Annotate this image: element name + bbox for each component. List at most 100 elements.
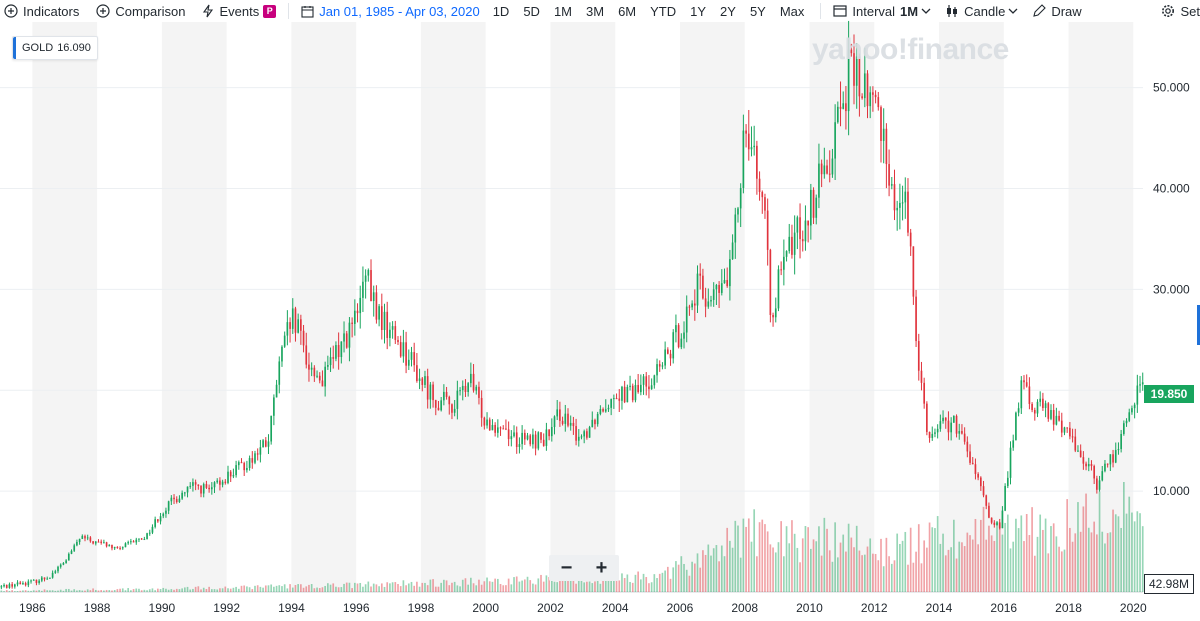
comparison-button[interactable]: Comparison <box>96 4 185 19</box>
range-max[interactable]: Max <box>779 3 805 19</box>
range-ytd[interactable]: YTD <box>650 3 677 19</box>
volume-bar <box>92 588 94 592</box>
candle-body <box>907 191 909 233</box>
volume-bar <box>1039 514 1042 592</box>
symbol-legend[interactable]: GOLD 16.090 <box>12 36 98 60</box>
candle-body <box>1074 436 1077 451</box>
interval-button[interactable]: Interval 1M <box>833 4 931 19</box>
range-6m[interactable]: 6M <box>618 3 637 19</box>
candle-body <box>305 345 308 365</box>
candle-body <box>712 289 715 300</box>
candle-body <box>1031 403 1033 411</box>
x-tick-label: 1990 <box>149 601 176 615</box>
candle-body <box>432 384 434 401</box>
volume-bar <box>1006 514 1009 592</box>
scroll-handle[interactable] <box>1197 305 1200 345</box>
candle-body <box>318 375 321 381</box>
candle-body <box>54 571 57 573</box>
candle-body <box>448 396 451 405</box>
candle-body <box>130 541 132 543</box>
candle-body <box>194 482 197 485</box>
candle-body <box>1012 440 1015 448</box>
volume-bar <box>823 517 826 592</box>
volume-bar <box>950 547 952 592</box>
range-5d[interactable]: 5D <box>523 3 540 19</box>
volume-bar <box>73 589 76 592</box>
volume-bar <box>294 585 297 592</box>
candle-body <box>788 236 791 252</box>
candle-body <box>1023 380 1025 383</box>
volume-bar <box>1082 506 1085 592</box>
candle-body <box>278 361 281 385</box>
range-2y[interactable]: 2Y <box>720 3 736 19</box>
candle-body <box>1004 485 1006 511</box>
candle-body <box>569 422 572 426</box>
volume-bar <box>480 584 483 592</box>
candle-body <box>1063 427 1066 433</box>
candle-body <box>111 544 113 549</box>
candle-body <box>550 427 553 437</box>
candle-body <box>688 306 691 308</box>
candle-body <box>791 236 793 255</box>
range-1d[interactable]: 1D <box>492 3 510 19</box>
candle-body <box>251 458 254 463</box>
chart-type-button[interactable]: Candle <box>945 4 1018 19</box>
volume-bar <box>761 519 764 592</box>
volume-bar <box>888 556 890 592</box>
volume-bar <box>545 575 548 592</box>
candle-body <box>165 510 167 514</box>
candle-body <box>219 480 221 485</box>
zoom-out-button[interactable]: − <box>560 556 573 579</box>
range-1m[interactable]: 1M <box>553 3 572 19</box>
zoom-in-button[interactable]: + <box>595 556 608 579</box>
volume-bar <box>192 588 194 592</box>
volume-bar <box>637 571 639 592</box>
volume-bar <box>103 590 105 592</box>
x-tick-label: 2000 <box>472 601 499 615</box>
volume-bar <box>550 574 553 592</box>
candle-body <box>799 217 801 240</box>
range-5y[interactable]: 5Y <box>749 3 766 19</box>
volume-bar <box>766 531 769 592</box>
candle-body <box>1141 382 1144 385</box>
candle-body <box>232 475 235 477</box>
candle-body <box>739 188 742 209</box>
candle-icon <box>947 5 958 17</box>
settings-button[interactable]: Set <box>1161 4 1200 19</box>
volume-bar <box>32 590 35 592</box>
candle-body <box>818 163 820 198</box>
volume-bar <box>623 578 626 592</box>
candle-body <box>8 584 11 588</box>
candle-body <box>1052 410 1055 425</box>
candle-body <box>556 409 559 417</box>
candle-body <box>410 352 413 360</box>
range-1y[interactable]: 1Y <box>690 3 707 19</box>
y-tick-label: 30.000 <box>1153 282 1190 296</box>
volume-bar <box>758 522 761 592</box>
indicators-button[interactable]: Indicators <box>4 4 79 19</box>
candle-body <box>486 419 488 426</box>
draw-button[interactable]: Draw <box>1032 4 1082 19</box>
volume-bar <box>615 576 618 592</box>
candle-body <box>869 92 872 107</box>
volume-bar <box>1101 531 1104 592</box>
range-3m[interactable]: 3M <box>586 3 605 19</box>
volume-bar <box>588 581 591 592</box>
volume-bar <box>1098 491 1101 592</box>
candle-body <box>170 497 173 502</box>
volume-bar <box>464 578 467 592</box>
candle-body <box>507 429 510 440</box>
volume-bar <box>1063 549 1066 592</box>
events-button[interactable]: Events P <box>202 4 277 19</box>
candle-body <box>953 415 955 423</box>
date-range-button[interactable]: Jan 01, 1985 - Apr 03, 2020 <box>301 4 480 19</box>
volume-bar <box>850 537 853 592</box>
candle-body <box>955 415 958 434</box>
volume-bar <box>70 590 73 592</box>
candle-body <box>127 542 130 544</box>
candle-body <box>24 583 27 586</box>
y-tick-label: 10.000 <box>1153 484 1190 498</box>
volume-bar <box>235 586 237 592</box>
volume-bar <box>629 581 631 592</box>
